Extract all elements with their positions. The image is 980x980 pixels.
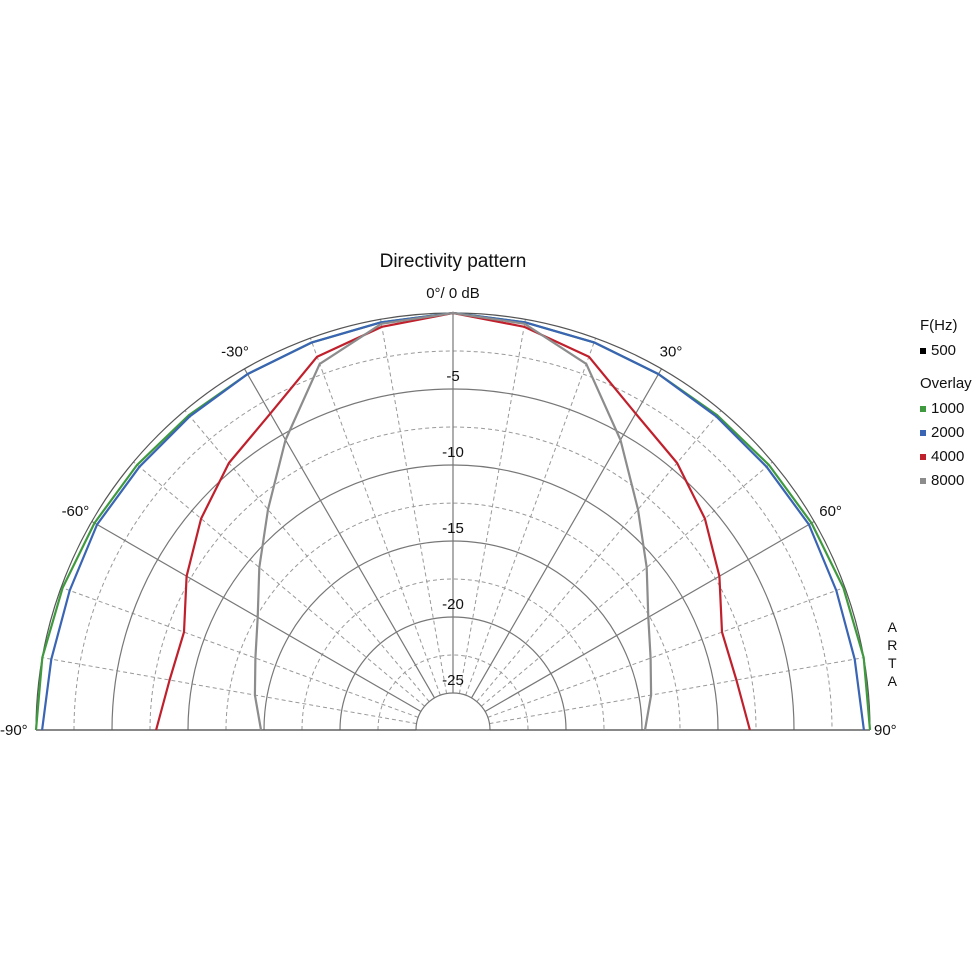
legend-title: Overlay xyxy=(920,375,972,392)
legend-swatch xyxy=(920,430,926,436)
minor-radial xyxy=(476,410,722,702)
minor-radial xyxy=(458,319,526,694)
theta-tick-label: 0°/ 0 dB xyxy=(426,285,480,302)
legend-label: 4000 xyxy=(931,448,964,465)
theta-tick-label: 60° xyxy=(819,503,842,520)
theta-tick-label: -90° xyxy=(0,722,28,739)
legend-swatch xyxy=(920,454,926,460)
r-tick-label: -10 xyxy=(442,444,464,461)
minor-radial xyxy=(489,657,864,725)
minor-radial xyxy=(309,337,441,696)
ring-grid-line xyxy=(415,692,491,731)
r-tick-label: -25 xyxy=(442,672,464,689)
watermark: ARTA xyxy=(884,619,900,691)
radial-grid-line xyxy=(484,520,815,713)
chart-title: Directivity pattern xyxy=(380,251,527,272)
theta-tick-label: -60° xyxy=(62,503,90,520)
legend-label: 1000 xyxy=(931,400,964,417)
minor-radial xyxy=(487,586,846,718)
minor-ring xyxy=(225,502,681,731)
theta-tick-label: 30° xyxy=(660,343,683,360)
ring-grid-line xyxy=(187,464,719,731)
r-tick-label: -20 xyxy=(442,596,464,613)
ring-grid-line xyxy=(111,388,795,731)
minor-ring xyxy=(301,578,605,731)
minor-radial xyxy=(380,319,448,694)
legend-swatch xyxy=(920,478,926,484)
legend-swatch xyxy=(920,348,926,354)
radial-grid-line xyxy=(243,368,436,699)
radial-grid-line xyxy=(470,368,663,699)
ring-grid-line xyxy=(339,616,567,731)
minor-radial xyxy=(465,337,597,696)
minor-radial xyxy=(481,461,773,707)
theta-tick-label: 90° xyxy=(874,722,897,739)
series-line xyxy=(253,311,653,731)
theta-tick-label: -30° xyxy=(221,343,249,360)
legend-label: 8000 xyxy=(931,472,964,489)
legend-swatch xyxy=(920,406,926,412)
r-tick-label: -5 xyxy=(446,368,459,385)
legend-title: F(Hz) xyxy=(920,317,958,334)
r-tick-label: -15 xyxy=(442,520,464,537)
legend-label: 2000 xyxy=(931,424,964,441)
minor-radial xyxy=(184,410,430,702)
minor-radial xyxy=(133,461,425,707)
legend-label: 500 xyxy=(931,342,956,359)
radial-grid-line xyxy=(91,520,422,713)
minor-radial xyxy=(42,657,417,725)
ring-grid-line xyxy=(263,540,643,731)
minor-radial xyxy=(60,586,419,718)
